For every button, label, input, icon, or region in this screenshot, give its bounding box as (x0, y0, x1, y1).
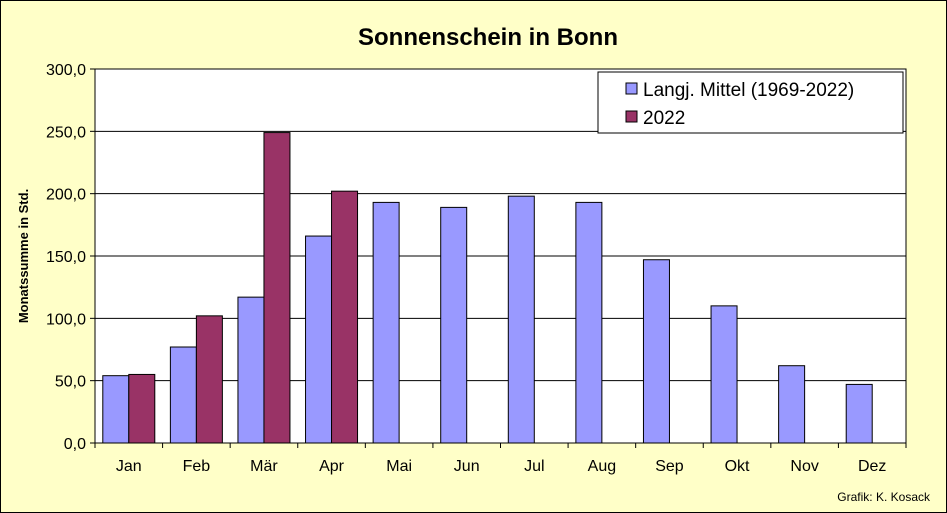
x-axis-ticks: Jan Feb Mär Apr Mai Jun Jul Aug Sep Okt Nov Dez (94, 443, 907, 475)
bar-mittel (305, 235, 333, 444)
y-tick-label: 100,0 (46, 311, 86, 328)
bar-mittel (169, 346, 197, 444)
legend-swatch (625, 82, 638, 95)
bar-mittel (372, 201, 400, 444)
bar-mittel (845, 383, 873, 444)
bar-2022 (128, 373, 156, 444)
y-tick-label: 50,0 (55, 374, 86, 391)
bar-mittel (575, 201, 603, 444)
x-tick-label: Jan (116, 458, 142, 475)
bar-mittel (710, 305, 738, 444)
x-tick-label: Jun (454, 458, 480, 475)
bar-mittel (102, 375, 130, 444)
x-tick-label: Mär (250, 458, 278, 475)
x-tick-label: Aug (588, 458, 616, 475)
x-tick-label: Dez (858, 458, 886, 475)
x-tick-label: Mai (386, 458, 412, 475)
bar-2022 (331, 190, 359, 444)
legend: Langj. Mittel (1969-2022) 2022 (597, 71, 904, 134)
x-tick-label: Feb (183, 458, 211, 475)
credit-text: Grafik: K. Kosack (837, 490, 931, 504)
y-axis-ticks: 0,0 50,0 100,0 150,0 200,0 250,0 300,0 (46, 62, 95, 453)
x-tick-label: Sep (655, 458, 684, 475)
bar-mittel (642, 259, 670, 444)
x-tick-label: Okt (725, 458, 750, 475)
bar-mittel (440, 206, 468, 444)
x-tick-label: Jul (524, 458, 544, 475)
bar-2022 (263, 132, 291, 444)
bar-mittel (237, 296, 265, 444)
legend-box (597, 71, 904, 134)
bar-mittel (778, 365, 806, 444)
legend-label: 2022 (643, 108, 685, 129)
bar-2022 (195, 315, 223, 444)
y-axis-label: Monatssumme in Std. (16, 189, 31, 323)
y-tick-label: 0,0 (64, 436, 86, 453)
legend-label: Langj. Mittel (1969-2022) (643, 80, 854, 101)
y-tick-label: 250,0 (46, 124, 86, 141)
y-tick-label: 200,0 (46, 187, 86, 204)
legend-swatch (625, 110, 638, 123)
bar-mittel (507, 195, 535, 444)
x-tick-label: Apr (319, 458, 345, 475)
y-tick-label: 150,0 (46, 249, 86, 266)
chart-title: Sonnenschein in Bonn (358, 24, 618, 51)
y-tick-label: 300,0 (46, 62, 86, 79)
bars (102, 132, 873, 444)
x-tick-label: Nov (790, 458, 818, 475)
